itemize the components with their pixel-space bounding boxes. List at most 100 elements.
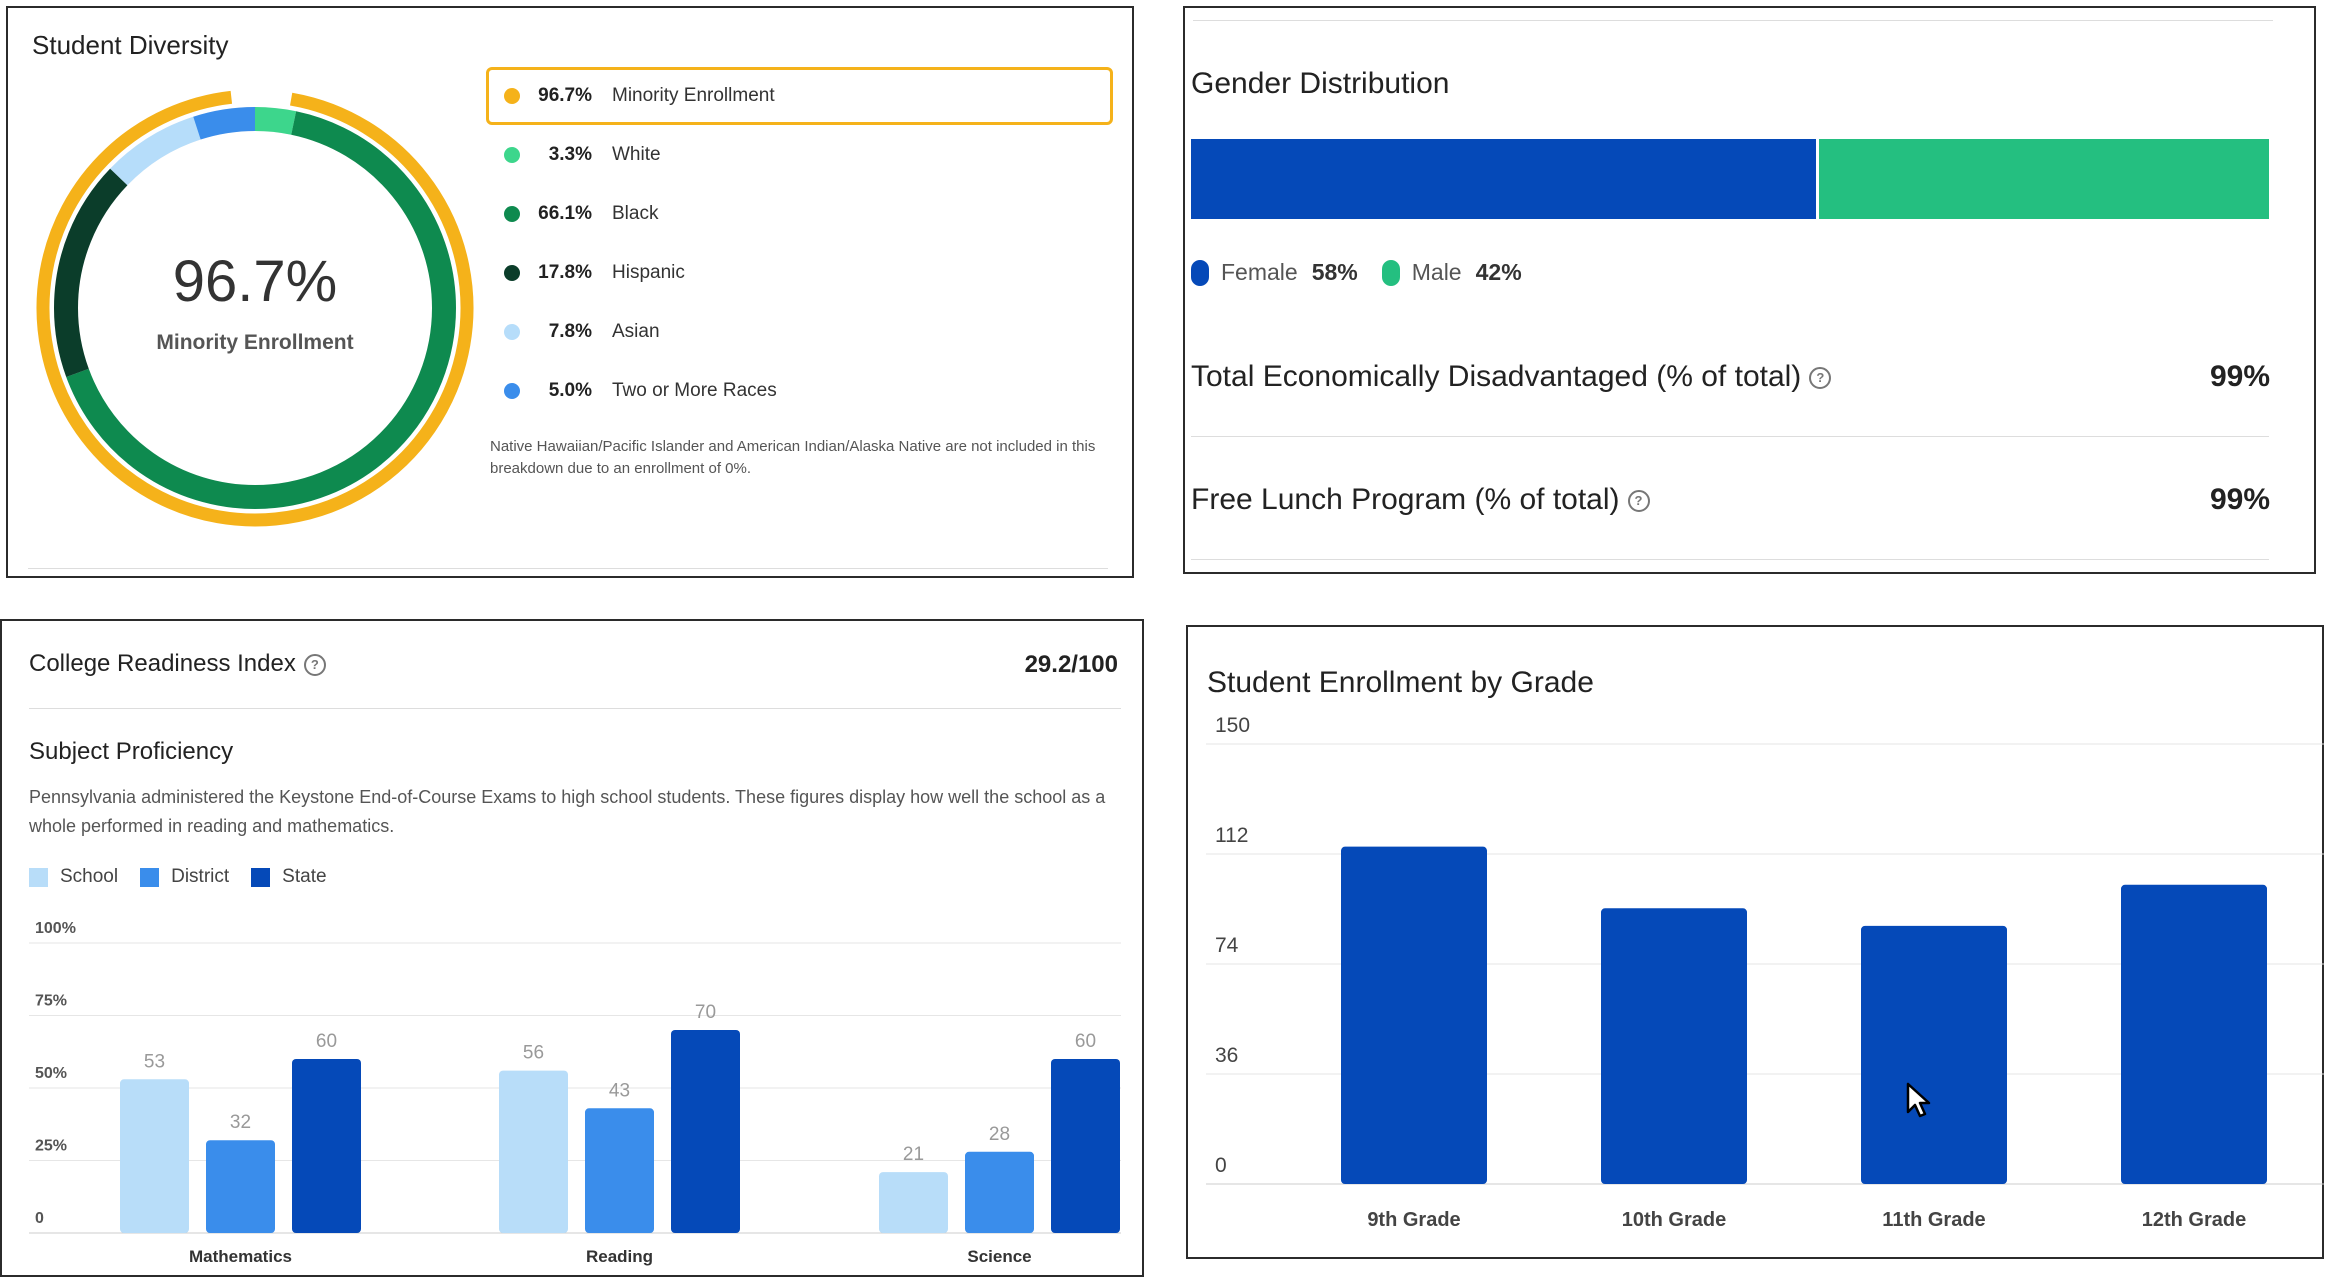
- male-pct: 42%: [1475, 259, 1522, 285]
- y-tick-label: 0: [1215, 1154, 1227, 1177]
- x-category-label: 9th Grade: [1367, 1209, 1460, 1231]
- lunch-help-icon[interactable]: ?: [1627, 490, 1650, 513]
- legend-label: Two or More Races: [612, 380, 777, 401]
- diversity-divider: [28, 568, 1108, 569]
- legend-dot-icon: [504, 265, 520, 281]
- gender-distribution-panel: Gender Distribution Female 58% Male 42% …: [1183, 6, 2316, 574]
- gender-bar-gap: [1816, 139, 1820, 219]
- x-category-label: Reading: [586, 1247, 653, 1266]
- donut-multi-segment[interactable]: [54, 107, 456, 509]
- bar-district-reading[interactable]: [585, 1108, 654, 1233]
- bar-state-mathematics[interactable]: [292, 1059, 361, 1233]
- bar-value-label: 53: [144, 1051, 165, 1072]
- subject-legend-label: State: [282, 866, 327, 887]
- bar-value-label: 70: [695, 1002, 716, 1023]
- bar-district-science[interactable]: [965, 1151, 1034, 1233]
- donut-center-label: Minority Enrollment: [156, 331, 354, 354]
- legend-pct: 17.8%: [538, 262, 592, 283]
- y-tick-label: 25%: [35, 1138, 67, 1155]
- donut-black-segment[interactable]: [54, 107, 456, 509]
- diversity-legend-item[interactable]: 5.0% Two or More Races: [504, 380, 777, 402]
- lunch-row: Free Lunch Program (% of total)?: [1191, 483, 1650, 517]
- male-label: Male: [1411, 259, 1462, 285]
- gender-bar-male[interactable]: [1819, 139, 2269, 219]
- econ-row: Total Economically Disadvantaged (% of t…: [1191, 360, 1832, 394]
- male-swatch: [1381, 259, 1400, 286]
- diversity-legend-item[interactable]: 96.7% Minority Enrollment: [504, 85, 775, 107]
- bar-district-mathematics[interactable]: [206, 1140, 275, 1233]
- econ-help-icon[interactable]: ?: [1809, 367, 1832, 390]
- bar-10th-grade[interactable]: [1601, 908, 1747, 1184]
- legend-pct: 66.1%: [538, 203, 592, 224]
- gender-bar: [1191, 139, 2269, 219]
- legend-label: Minority Enrollment: [612, 85, 775, 106]
- bar-9th-grade[interactable]: [1341, 846, 1487, 1184]
- y-tick-label: 50%: [35, 1065, 67, 1082]
- diversity-legend-highlight[interactable]: [486, 67, 1113, 125]
- enrollment-title: Student Enrollment by Grade: [1207, 666, 1594, 699]
- bar-value-label: 32: [230, 1112, 251, 1133]
- female-swatch: [1191, 259, 1209, 286]
- legend-dot-icon: [504, 147, 520, 163]
- y-tick-label: 150: [1215, 714, 1250, 737]
- bar-value-label: 60: [1075, 1031, 1096, 1052]
- gender-title: Gender Distribution: [1191, 67, 1450, 100]
- x-category-label: 11th Grade: [1882, 1209, 1985, 1231]
- bar-value-label: 43: [609, 1080, 630, 1101]
- legend-dot-icon: [504, 206, 520, 222]
- legend-dot-icon: [504, 324, 520, 340]
- diversity-legend-item[interactable]: 3.3% White: [504, 144, 661, 166]
- bar-school-mathematics[interactable]: [120, 1079, 189, 1233]
- x-category-label: 10th Grade: [1622, 1209, 1726, 1231]
- bar-12th-grade[interactable]: [2121, 884, 2267, 1184]
- donut-hispanic-segment[interactable]: [54, 107, 456, 509]
- student-diversity-panel: Student Diversity 96.7% Minority Enrollm…: [6, 6, 1134, 578]
- enrollment-panel: Student Enrollment by Grade 0 36 74 112 150 9…: [1186, 625, 2324, 1259]
- proficiency-chart: 0 25% 50% 75% 100% Mathematics 53 32 60 Reading 56…: [29, 920, 1121, 1266]
- y-tick-label: 0: [35, 1210, 44, 1227]
- bar-school-reading[interactable]: [499, 1070, 568, 1233]
- bar-state-science[interactable]: [1051, 1059, 1120, 1233]
- legend-swatch: [29, 867, 48, 887]
- diversity-donut: [36, 89, 474, 527]
- gender-legend: Female 58% Male 42%: [1191, 259, 1522, 286]
- y-tick-label: 74: [1215, 934, 1239, 957]
- y-tick-label: 112: [1215, 824, 1248, 847]
- subject-legend-label: District: [171, 866, 230, 887]
- lunch-value: 99%: [2209, 483, 2270, 516]
- bar-school-science[interactable]: [879, 1172, 948, 1233]
- female-label: Female: [1221, 259, 1298, 285]
- female-pct: 58%: [1311, 259, 1358, 285]
- bar-11th-grade[interactable]: [1861, 925, 2007, 1184]
- college-help-icon[interactable]: ?: [303, 653, 326, 676]
- legend-pct: 7.8%: [548, 321, 592, 342]
- y-tick-label: 75%: [35, 993, 67, 1010]
- donut-minority-arc[interactable]: [9, 62, 500, 553]
- legend-label: White: [612, 144, 661, 165]
- subject-title: Subject Proficiency: [29, 738, 234, 765]
- legend-dot-icon: [504, 383, 520, 399]
- college-title: College Readiness Index: [29, 650, 296, 677]
- bar-value-label: 28: [989, 1124, 1010, 1145]
- college-divider: [29, 708, 1121, 709]
- diversity-note: Native Hawaiian/Pacific Islander and Ame…: [490, 438, 1096, 477]
- diversity-legend-item[interactable]: 7.8% Asian: [504, 321, 660, 343]
- legend-swatch: [140, 867, 160, 887]
- legend-dot-icon: [504, 88, 520, 104]
- diversity-legend-item[interactable]: 17.8% Hispanic: [504, 262, 685, 284]
- bar-state-reading[interactable]: [671, 1030, 740, 1233]
- gender-bar-female[interactable]: [1191, 139, 1817, 219]
- mouse-cursor-icon: [1906, 1082, 1931, 1118]
- donut-center-value: 96.7%: [172, 249, 338, 314]
- econ-divider: [1191, 436, 2269, 437]
- diversity-title: Student Diversity: [32, 30, 229, 60]
- college-readiness-panel: College Readiness Index? 29.2/100 Subjec…: [0, 619, 1144, 1277]
- diversity-legend-item[interactable]: 66.1% Black: [504, 203, 658, 225]
- legend-label: Asian: [612, 321, 660, 342]
- legend-pct: 3.3%: [548, 144, 592, 165]
- y-tick-label: 36: [1215, 1044, 1238, 1067]
- lunch-divider: [1191, 559, 2269, 560]
- bar-value-label: 21: [903, 1144, 924, 1165]
- y-tick-label: 100%: [35, 920, 76, 937]
- bar-value-label: 56: [523, 1043, 544, 1064]
